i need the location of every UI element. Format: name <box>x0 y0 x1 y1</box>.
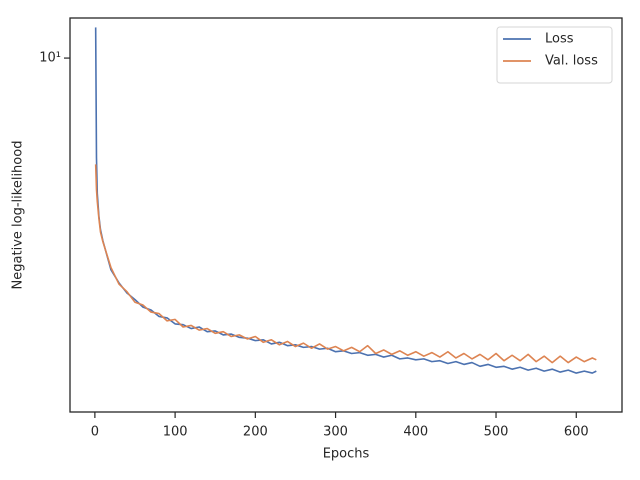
x-axis-label: Epochs <box>323 447 370 462</box>
x-tick-label: 400 <box>403 425 428 440</box>
plot-frame <box>69 17 623 413</box>
x-tick-label: 300 <box>323 425 348 440</box>
x-tick-label: 100 <box>163 425 188 440</box>
legend-label: Val. loss <box>545 54 598 69</box>
y-tick-label: 10¹ <box>39 51 61 66</box>
legend-label: Loss <box>545 32 574 47</box>
series-line <box>94 164 597 364</box>
y-axis-label: Negative log-likelihood <box>11 141 26 290</box>
legend-box <box>496 26 613 84</box>
series-line <box>94 27 597 374</box>
x-tick-label: 200 <box>243 425 268 440</box>
x-tick-label: 500 <box>484 425 509 440</box>
x-tick-label: 600 <box>564 425 589 440</box>
x-tick-label: 0 <box>91 425 99 440</box>
